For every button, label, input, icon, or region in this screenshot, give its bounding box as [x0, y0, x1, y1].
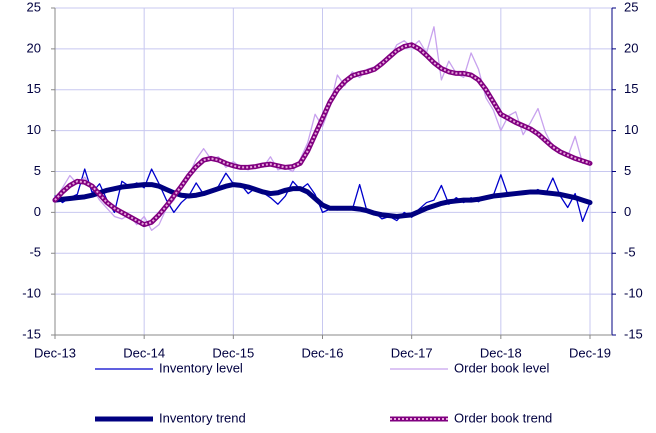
y2-tick-label: -10 — [624, 286, 643, 301]
y-tick-label: -5 — [29, 245, 41, 260]
y2-tick-label: -15 — [624, 326, 643, 341]
legend-label: Order book level — [454, 360, 549, 375]
legend-label: Inventory trend — [159, 410, 246, 425]
y2-tick-label: 25 — [624, 0, 638, 14]
series-line — [54, 168, 591, 223]
x-tick-label: Dec-17 — [391, 345, 433, 360]
series-line — [54, 26, 591, 232]
y-tick-label: 10 — [27, 122, 41, 137]
x-tick-label: Dec-19 — [569, 345, 611, 360]
legend-label: Inventory level — [159, 360, 243, 375]
y2-tick-label: -5 — [624, 245, 636, 260]
legend-label: Order book trend — [454, 410, 552, 425]
x-tick-label: Dec-13 — [34, 345, 76, 360]
series-line-texture — [54, 43, 591, 226]
y2-tick-label: 10 — [624, 122, 638, 137]
x-tick-label: Dec-14 — [123, 345, 165, 360]
y-tick-label: -10 — [22, 286, 41, 301]
x-tick-label: Dec-15 — [212, 345, 254, 360]
y2-tick-label: 0 — [624, 204, 631, 219]
y-tick-label: -15 — [22, 326, 41, 341]
x-tick-label: Dec-16 — [302, 345, 344, 360]
y-tick-label: 15 — [27, 81, 41, 96]
series-line — [52, 182, 593, 219]
y-tick-label: 25 — [27, 0, 41, 14]
x-tick-label: Dec-18 — [480, 345, 522, 360]
y-tick-label: 0 — [34, 204, 41, 219]
y2-tick-label: 15 — [624, 81, 638, 96]
y2-tick-label: 5 — [624, 163, 631, 178]
y2-tick-label: 20 — [624, 40, 638, 55]
y-tick-label: 5 — [34, 163, 41, 178]
y-tick-label: 20 — [27, 40, 41, 55]
